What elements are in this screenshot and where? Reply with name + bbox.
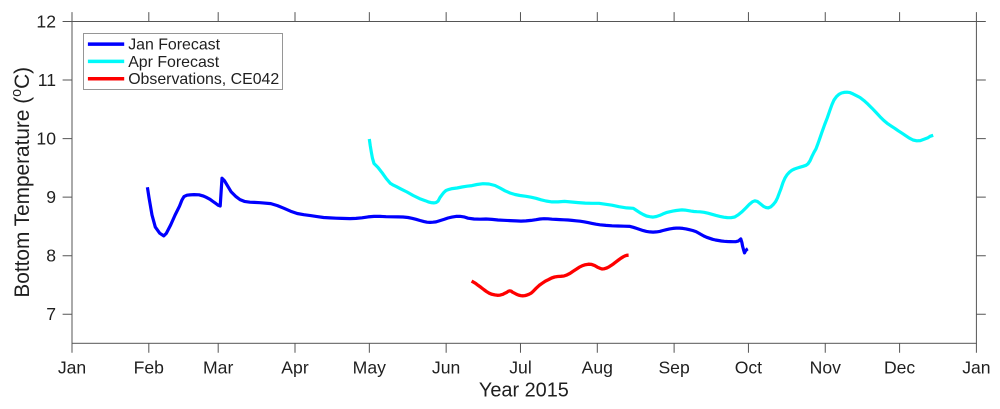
svg-text:Jun: Jun (432, 358, 460, 378)
svg-text:12: 12 (36, 11, 56, 31)
svg-text:Jan: Jan (58, 358, 86, 378)
svg-text:Bottom Temperature (oC): Bottom Temperature (oC) (9, 67, 34, 298)
svg-text:Nov: Nov (810, 358, 841, 378)
svg-text:Dec: Dec (884, 358, 915, 378)
svg-text:Apr: Apr (281, 358, 309, 378)
svg-text:May: May (353, 358, 386, 378)
svg-text:Observations, CE042: Observations, CE042 (128, 71, 279, 88)
svg-text:Feb: Feb (134, 358, 165, 378)
svg-text:9: 9 (46, 187, 56, 207)
svg-text:Jan: Jan (962, 358, 990, 378)
svg-text:Oct: Oct (735, 358, 762, 378)
svg-text:Jul: Jul (509, 358, 532, 378)
svg-text:Jan Forecast: Jan Forecast (128, 37, 220, 54)
svg-text:10: 10 (36, 128, 56, 148)
svg-text:Aug: Aug (582, 358, 613, 378)
svg-text:7: 7 (46, 304, 56, 324)
svg-text:11: 11 (38, 70, 56, 90)
svg-text:Mar: Mar (203, 358, 233, 378)
svg-text:Apr Forecast: Apr Forecast (128, 54, 220, 71)
svg-text:Year 2015: Year 2015 (479, 380, 569, 402)
svg-text:8: 8 (46, 246, 56, 266)
svg-text:Sep: Sep (658, 358, 690, 378)
